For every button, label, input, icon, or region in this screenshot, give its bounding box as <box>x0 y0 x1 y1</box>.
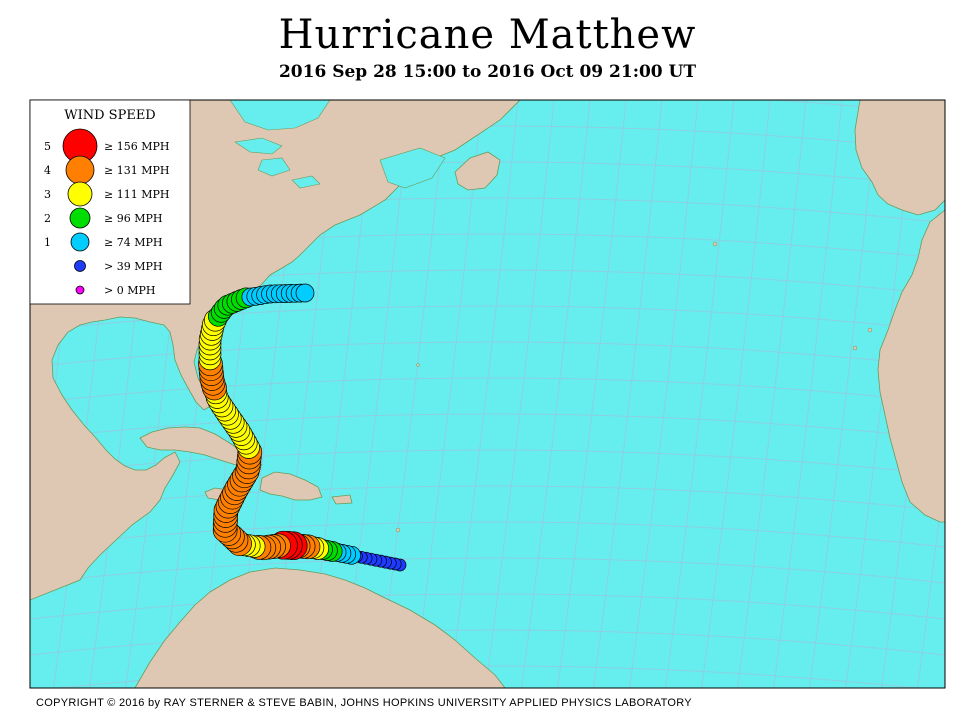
canary-islands <box>852 345 858 351</box>
legend-swatch-5 <box>70 232 90 252</box>
legend-swatch-7 <box>75 285 85 295</box>
legend-label-5: ≥ 74 MPH <box>104 236 162 249</box>
bermuda-island <box>416 363 420 367</box>
map-frame <box>29 99 946 689</box>
south-america-land <box>134 567 506 688</box>
legend-swatch-6 <box>74 260 86 272</box>
legend-category-1: 5 <box>44 140 51 153</box>
legend-category-5: 1 <box>44 236 51 249</box>
map-subtitle: 2016 Sep 28 15:00 to 2016 Oct 09 21:00 U… <box>278 62 697 82</box>
legend-label-1: ≥ 156 MPH <box>104 140 169 153</box>
legend-category-2: 4 <box>44 164 51 177</box>
hispaniola-land <box>259 471 323 501</box>
europe-land <box>854 100 945 216</box>
africa-land <box>877 209 945 523</box>
legend-label-6: > 39 MPH <box>104 260 162 273</box>
track-point <box>295 283 315 303</box>
legend-box <box>29 99 191 305</box>
legend-label-3: ≥ 111 MPH <box>104 188 169 201</box>
copyright-notice: COPYRIGHT © 2016 by RAY STERNER & STEVE … <box>36 697 692 709</box>
legend-label-2: ≥ 131 MPH <box>104 164 169 177</box>
map-title: Hurricane Matthew <box>278 12 697 58</box>
lesser-antilles <box>395 527 401 533</box>
legend-label-4: ≥ 96 MPH <box>104 212 162 225</box>
gulf-st-lawrence <box>379 147 446 189</box>
legend-label-7: > 0 MPH <box>104 284 155 297</box>
legend-swatch-4 <box>69 207 91 229</box>
legend-title: WIND SPEED <box>64 108 155 123</box>
cuba-land <box>139 426 263 469</box>
puerto-rico-land <box>331 494 353 505</box>
wind-speed-legend: WIND SPEED 5 ≥ 156 MPH 4 ≥ 131 MPH 3 ≥ 111 MP… <box>29 99 191 305</box>
great-lakes <box>234 137 321 189</box>
legend-category-4: 2 <box>44 212 51 225</box>
hudson-bay-water <box>229 100 331 131</box>
legend-category-3: 3 <box>44 188 51 201</box>
legend-swatch-3 <box>67 181 93 207</box>
storm-track <box>198 283 407 572</box>
madeira-island <box>867 327 873 333</box>
azores-islands <box>712 241 718 247</box>
legend-swatch-2 <box>65 155 95 185</box>
newfoundland-land <box>454 151 501 191</box>
